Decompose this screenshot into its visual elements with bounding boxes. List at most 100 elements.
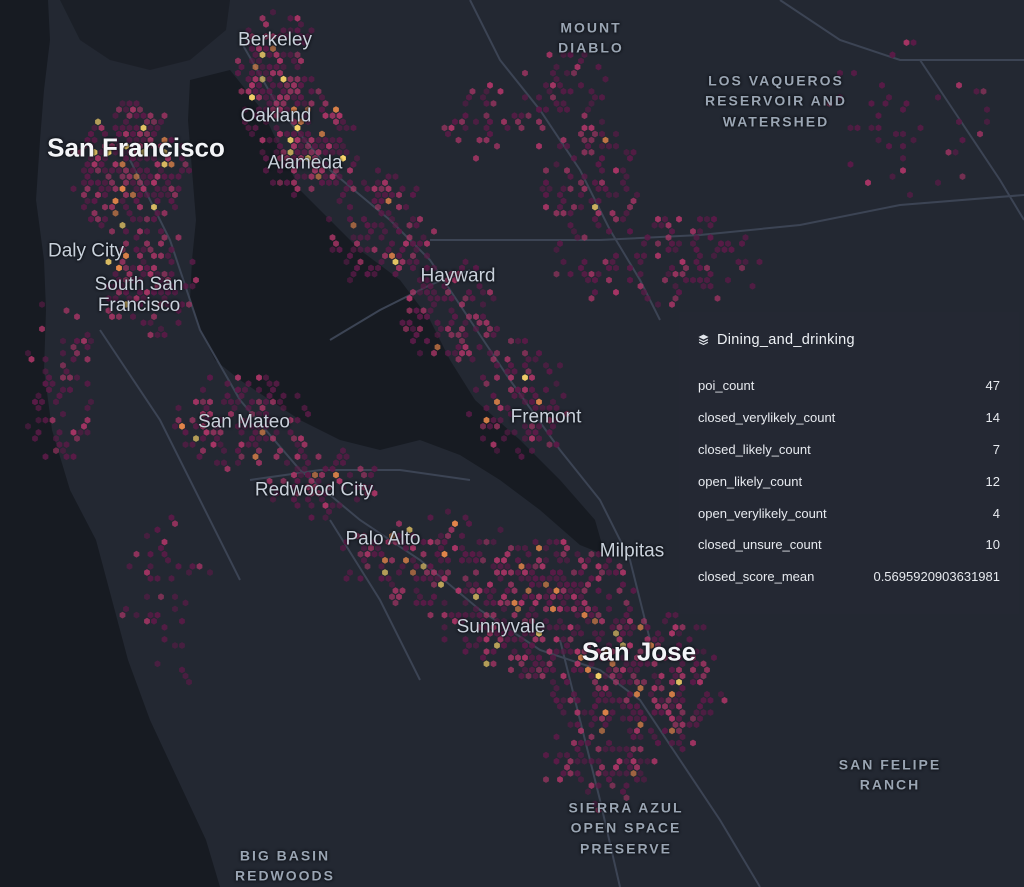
hex-cell bbox=[595, 63, 602, 71]
hex-cell bbox=[102, 154, 108, 162]
hex-cell bbox=[308, 502, 315, 509]
hex-cell bbox=[298, 57, 304, 65]
hex-cell bbox=[644, 757, 651, 765]
hex-cell bbox=[119, 161, 126, 168]
hex-cell bbox=[473, 581, 479, 588]
hex-cell bbox=[144, 532, 150, 540]
hex-cell bbox=[571, 666, 577, 674]
hex-cell bbox=[501, 593, 507, 601]
hex-cell bbox=[140, 319, 147, 327]
hex-cell bbox=[567, 757, 574, 765]
hex-cell bbox=[235, 398, 241, 406]
hex-cell bbox=[511, 636, 518, 643]
hex-cell bbox=[613, 215, 619, 223]
hex-cell bbox=[627, 751, 633, 759]
hex-cell bbox=[679, 697, 686, 704]
hex-cell bbox=[581, 173, 588, 180]
hex-cell bbox=[319, 130, 325, 138]
hex-cell bbox=[249, 422, 255, 430]
hex-cell bbox=[543, 362, 549, 369]
hex-cell bbox=[679, 672, 686, 680]
hex-cell bbox=[518, 660, 525, 668]
hex-cell bbox=[676, 215, 682, 223]
hex-cell bbox=[574, 648, 581, 655]
hex-cell bbox=[277, 167, 283, 174]
hex-cell bbox=[567, 209, 574, 217]
hex-cell bbox=[693, 672, 700, 680]
hex-cell bbox=[88, 398, 94, 406]
hex-cell bbox=[126, 124, 133, 132]
hex-cell bbox=[623, 697, 630, 704]
hex-cell bbox=[119, 611, 126, 619]
hex-cell bbox=[42, 355, 49, 363]
hex-cell bbox=[627, 642, 633, 649]
hex-cell bbox=[697, 678, 703, 686]
hex-cell bbox=[592, 617, 598, 625]
hex-cell bbox=[287, 14, 294, 22]
hex-cell bbox=[546, 660, 553, 668]
hex-cell bbox=[749, 282, 756, 290]
hex-cell bbox=[476, 623, 483, 631]
hex-cell bbox=[287, 88, 294, 95]
hex-cell bbox=[399, 538, 406, 546]
hex-cell bbox=[452, 118, 458, 126]
hex-cell bbox=[679, 745, 686, 753]
hex-cell bbox=[263, 422, 269, 430]
hex-cell bbox=[280, 148, 287, 156]
hex-cell bbox=[672, 282, 679, 290]
hex-cell bbox=[494, 569, 500, 576]
hex-cell bbox=[189, 258, 196, 266]
hex-cell bbox=[490, 611, 497, 619]
hex-cell bbox=[270, 81, 276, 89]
hex-cell bbox=[249, 435, 255, 442]
hex-cell bbox=[469, 611, 476, 619]
hex-cell bbox=[448, 611, 455, 619]
hex-cell bbox=[476, 136, 483, 144]
hex-cell bbox=[88, 179, 94, 187]
hex-cell bbox=[679, 623, 686, 631]
hex-cell bbox=[599, 617, 605, 625]
hex-cell bbox=[287, 161, 294, 168]
hex-cell bbox=[665, 697, 672, 704]
hex-cell bbox=[546, 416, 553, 424]
hex-cell bbox=[417, 240, 423, 247]
hex-cell bbox=[368, 471, 374, 479]
hex-cell bbox=[651, 672, 658, 680]
hex-cell bbox=[413, 599, 420, 607]
hex-cell bbox=[133, 124, 140, 132]
hex-cell bbox=[214, 422, 220, 430]
hex-cell bbox=[690, 678, 696, 686]
hex-cell bbox=[424, 240, 430, 247]
hex-cell bbox=[175, 416, 182, 424]
hex-cell bbox=[459, 301, 465, 308]
hex-cell bbox=[903, 39, 910, 46]
hex-cell bbox=[284, 81, 290, 89]
hex-cell bbox=[375, 167, 381, 174]
hex-cell bbox=[259, 429, 266, 436]
hex-cell bbox=[350, 161, 357, 168]
hex-cell bbox=[193, 435, 199, 442]
hex-cell bbox=[294, 489, 301, 497]
hex-cell bbox=[462, 575, 469, 582]
hex-cell bbox=[613, 252, 619, 260]
hex-cell bbox=[473, 569, 479, 576]
hex-cell bbox=[508, 544, 514, 552]
hex-cell bbox=[588, 295, 595, 302]
hex-cell bbox=[543, 179, 549, 187]
hex-cell bbox=[329, 234, 336, 241]
hex-cell bbox=[420, 234, 427, 241]
hex-cell bbox=[522, 362, 528, 369]
hex-cell bbox=[560, 392, 567, 400]
hex-cell bbox=[476, 636, 483, 643]
hex-cell bbox=[102, 130, 108, 138]
hex-cell bbox=[305, 496, 311, 503]
hex-cell bbox=[154, 209, 161, 217]
sf-bay bbox=[188, 70, 605, 555]
hex-cell bbox=[634, 703, 640, 710]
hex-cell bbox=[588, 672, 595, 680]
hex-cell bbox=[564, 605, 570, 613]
hex-cell bbox=[490, 623, 497, 631]
hex-cell bbox=[312, 471, 318, 479]
hex-cell bbox=[616, 636, 623, 643]
